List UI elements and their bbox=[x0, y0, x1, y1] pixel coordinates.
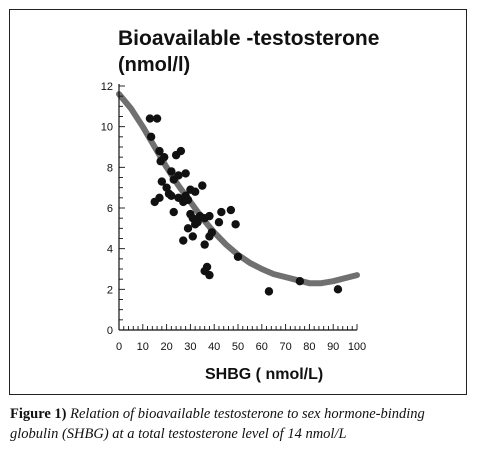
data-point bbox=[176, 146, 186, 156]
data-point bbox=[205, 211, 214, 221]
x-tick-label: 40 bbox=[208, 341, 220, 353]
data-point bbox=[226, 205, 236, 215]
data-point bbox=[160, 152, 169, 162]
axis-layer: 0 10 20 30 40 50 60 70 80 90 100 0 2 4 6 8 10 12 bbox=[101, 81, 366, 353]
data-point bbox=[217, 207, 226, 217]
data-point bbox=[183, 195, 193, 205]
x-tick-label: 30 bbox=[184, 341, 196, 353]
x-tick-label: 10 bbox=[137, 341, 149, 353]
x-tick-label: 80 bbox=[303, 341, 315, 353]
figure-frame bbox=[9, 9, 467, 395]
data-point bbox=[167, 167, 176, 176]
data-point bbox=[146, 132, 156, 142]
data-point bbox=[167, 191, 176, 200]
x-tick-label: 0 bbox=[116, 341, 122, 353]
data-point bbox=[214, 218, 224, 227]
data-point bbox=[174, 171, 183, 180]
points-layer bbox=[145, 114, 343, 296]
y-tick-label: 6 bbox=[107, 203, 113, 215]
figure-caption: Figure 1) Relation of bioavailable testo… bbox=[10, 404, 472, 444]
x-tick-label: 100 bbox=[348, 341, 366, 353]
data-point bbox=[295, 277, 305, 286]
x-tick-label: 60 bbox=[256, 341, 268, 353]
caption-text: Relation of bioavailable testosterone to… bbox=[10, 406, 425, 442]
data-point bbox=[152, 114, 162, 123]
data-point bbox=[188, 232, 197, 241]
x-tick-label: 50 bbox=[232, 341, 244, 353]
data-point bbox=[145, 114, 155, 123]
data-point bbox=[155, 146, 164, 156]
x-tick-label: 20 bbox=[160, 341, 172, 353]
data-point bbox=[205, 270, 214, 280]
y-tick-label: 10 bbox=[101, 122, 113, 134]
data-point bbox=[198, 181, 207, 190]
x-tick-label: 90 bbox=[327, 341, 339, 353]
data-point bbox=[190, 187, 200, 196]
data-point bbox=[169, 207, 178, 217]
y-tick-label: 8 bbox=[107, 162, 113, 174]
chart-title: Bioavailable -testosterone bbox=[118, 27, 380, 50]
caption-lead: Figure 1) bbox=[10, 406, 67, 422]
x-tick-label: 70 bbox=[279, 341, 291, 353]
y-tick-label: 12 bbox=[101, 81, 113, 93]
data-point bbox=[333, 285, 343, 294]
x-axis-label: SHBG ( nmol/L) bbox=[205, 366, 324, 383]
data-point bbox=[157, 177, 167, 186]
y-tick-label: 2 bbox=[107, 284, 113, 296]
data-point bbox=[155, 193, 164, 203]
data-point bbox=[183, 224, 193, 233]
data-point bbox=[264, 287, 274, 296]
data-point bbox=[207, 228, 217, 237]
data-point bbox=[233, 252, 243, 261]
data-point bbox=[179, 236, 188, 245]
chart-subtitle: (nmol/l) bbox=[118, 54, 191, 76]
data-point bbox=[200, 240, 209, 249]
y-tick-label: 4 bbox=[107, 244, 113, 256]
data-point bbox=[181, 169, 190, 178]
data-point bbox=[231, 220, 240, 229]
y-tick-label: 0 bbox=[107, 325, 113, 337]
